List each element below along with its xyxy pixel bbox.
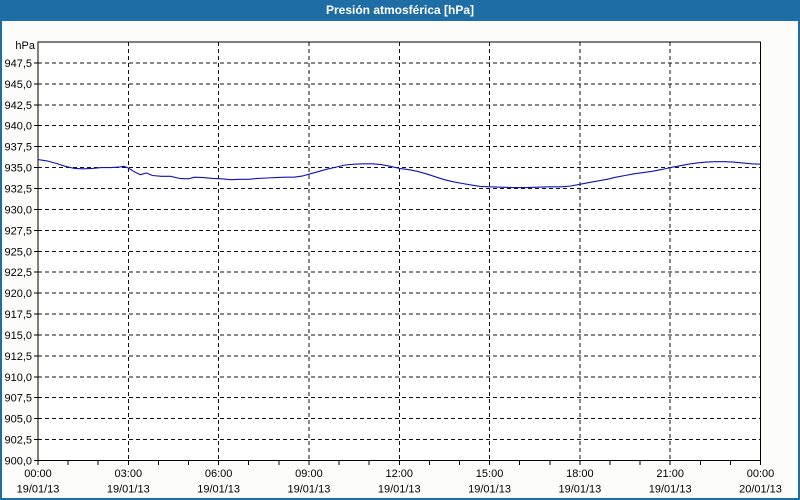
chart-content: 947,5 945,0 942,5 940,0 937,5 935,0 932,5 930,0… [2, 21, 798, 498]
x-tick-date-label: 19/01/13 [468, 484, 511, 496]
y-tick-label: 917,5 [4, 309, 32, 321]
y-tick-label: 907,5 [4, 393, 32, 405]
x-tick-time-label: 21:00 [656, 468, 684, 480]
x-tick-time-label: 12:00 [385, 468, 413, 480]
y-tick-label: 920,0 [4, 288, 32, 300]
x-tick-time-label: 06:00 [205, 468, 233, 480]
pressure-chart: 947,5 945,0 942,5 940,0 937,5 935,0 932,5 930,0… [4, 40, 782, 496]
y-tick-label: 912,5 [4, 351, 32, 363]
y-tick-label: 915,0 [4, 330, 32, 342]
x-tick-date-label: 20/01/13 [739, 484, 782, 496]
x-tick-time-label: 15:00 [476, 468, 504, 480]
x-tick-date-label: 19/01/13 [649, 484, 692, 496]
x-tick-time-label: 03:00 [115, 468, 143, 480]
y-axis-unit-label: hPa [15, 40, 35, 52]
y-tick-label: 942,5 [4, 100, 32, 112]
y-tick-label: 940,0 [4, 121, 32, 133]
pressure-line [37, 159, 762, 189]
y-tick-label: 932,5 [4, 183, 32, 195]
x-tick-date-label: 19/01/13 [558, 484, 601, 496]
y-tick-label: 947,5 [4, 58, 32, 70]
x-tick-time-label: 09:00 [295, 468, 323, 480]
y-tick-label: 922,5 [4, 267, 32, 279]
chart-title: Presión atmosférica [hPa] [325, 3, 475, 17]
x-tick-date-label: 19/01/13 [17, 484, 60, 496]
y-tick-label: 935,0 [4, 163, 32, 175]
y-tick-label: 905,0 [4, 414, 32, 426]
y-tick-label: 910,0 [4, 372, 32, 384]
y-tick-label: 927,5 [4, 225, 32, 237]
x-tick-date-label: 19/01/13 [107, 484, 150, 496]
y-tick-label: 900,0 [4, 456, 32, 468]
y-tick-label: 945,0 [4, 79, 32, 91]
x-tick-time-label: 00:00 [747, 468, 775, 480]
x-tick-date-label: 19/01/13 [197, 484, 240, 496]
x-tick-time-label: 18:00 [566, 468, 594, 480]
x-tick-time-label: 00:00 [24, 468, 52, 480]
y-tick-label: 902,5 [4, 435, 32, 447]
x-tick-date-label: 19/01/13 [378, 484, 421, 496]
y-tick-label: 925,0 [4, 246, 32, 258]
y-tick-label: 930,0 [4, 204, 32, 216]
x-tick-date-label: 19/01/13 [288, 484, 331, 496]
y-tick-label: 937,5 [4, 142, 32, 154]
title-bar: Presión atmosférica [hPa] [0, 0, 800, 21]
